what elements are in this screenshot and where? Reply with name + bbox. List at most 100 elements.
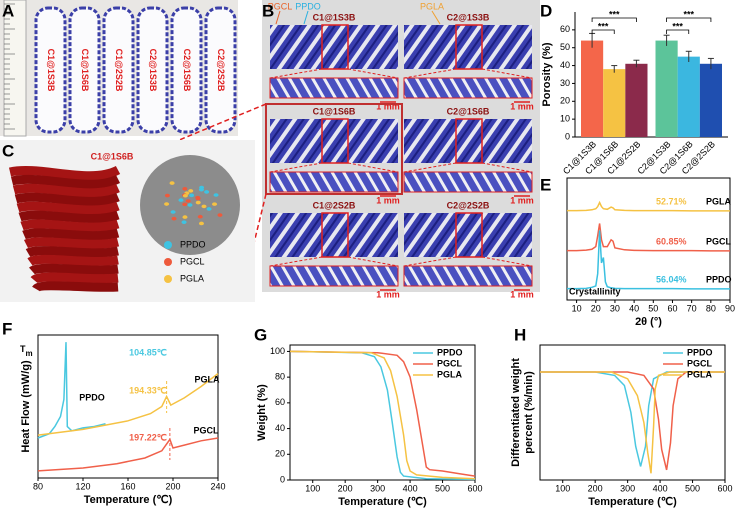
x-axis-label: Temperature (℃) — [588, 496, 677, 508]
decoration — [185, 199, 191, 203]
scale-bar: 1 mm — [376, 289, 400, 299]
bar — [581, 40, 604, 138]
legend-label: PGCL — [437, 358, 463, 368]
tm-subscript: m — [26, 349, 33, 358]
decoration — [182, 193, 188, 198]
y-axis-label: percent (%/min) — [523, 371, 535, 454]
legend-label: PPDO — [295, 1, 321, 11]
model-title: C1@1S6B — [91, 151, 134, 161]
x-tick-label: 200 — [165, 481, 180, 491]
legend-label: PGLA — [420, 1, 444, 11]
panel-label: F — [2, 319, 12, 338]
decoration — [347, 68, 399, 79]
decoration — [217, 213, 223, 217]
decoration — [170, 210, 176, 214]
decoration — [403, 171, 533, 193]
decoration — [159, 103, 267, 149]
x-tick-label: 500 — [435, 483, 450, 493]
panel-label: B — [262, 1, 274, 20]
decoration — [206, 207, 212, 211]
y-tick-label: 100 — [270, 346, 285, 356]
panel-label: A — [2, 1, 14, 20]
decoration — [164, 202, 170, 206]
panel-label: G — [254, 325, 267, 344]
y-tick-label: 60 — [275, 397, 285, 407]
x-tick-label: 160 — [120, 481, 135, 491]
decoration — [32, 281, 119, 293]
decoration — [270, 119, 398, 163]
decoration — [187, 203, 193, 207]
decoration — [666, 17, 712, 22]
x-tick-label: 500 — [685, 483, 700, 493]
sample-label: C2@1S6B — [182, 49, 192, 92]
x-tick-label: 600 — [717, 483, 732, 493]
y-tick-label: 50 — [560, 42, 570, 52]
decoration — [275, 10, 281, 25]
y-tick-label: 0 — [280, 474, 285, 484]
decoration — [27, 254, 119, 267]
decoration — [212, 202, 218, 206]
decoration — [403, 256, 457, 267]
line-series — [567, 230, 730, 290]
panel-label: E — [540, 175, 551, 194]
line-series — [289, 350, 476, 480]
sample-label: C2@2S2B — [447, 200, 490, 210]
significance: *** — [598, 21, 609, 31]
line-series — [540, 371, 725, 467]
decoration — [269, 256, 323, 267]
y-axis-label: Heat Flow (mW/g) — [20, 360, 32, 453]
series-label: PGLA — [194, 374, 220, 384]
line-series — [289, 350, 476, 477]
decoration — [171, 216, 177, 221]
decoration — [403, 162, 457, 173]
decoration — [403, 265, 533, 287]
decoration — [8, 165, 121, 181]
series-label: PPDO — [706, 274, 732, 284]
decoration — [403, 68, 457, 79]
decoration — [164, 241, 172, 249]
line-series — [567, 200, 730, 212]
sample-label: C1@1S6B — [313, 106, 356, 116]
x-axis-label: Temperature (℃) — [338, 496, 427, 508]
legend-label: PPDO — [180, 239, 206, 249]
x-tick-label: 300 — [620, 483, 635, 493]
decoration — [30, 272, 119, 284]
decoration — [270, 25, 398, 69]
decoration — [37, 334, 219, 479]
line-series — [37, 342, 106, 439]
decoration — [178, 198, 184, 202]
decoration — [591, 29, 615, 34]
significance: *** — [609, 9, 620, 19]
x-tick-label: 60 — [667, 303, 677, 313]
line-series — [540, 371, 725, 474]
y-tick-label: 40 — [560, 60, 570, 70]
decoration — [403, 77, 533, 99]
decoration — [347, 256, 399, 267]
decoration — [188, 189, 194, 193]
x-tick-label: 300 — [370, 483, 385, 493]
decoration — [431, 10, 441, 25]
y-tick-label: 20 — [275, 449, 285, 459]
decoration — [204, 6, 237, 134]
panel-label: H — [514, 325, 526, 344]
scale-bar: 1 mm — [376, 195, 400, 205]
x-tick-label: 200 — [338, 483, 353, 493]
decoration — [303, 10, 309, 25]
x-tick-label: 100 — [305, 483, 320, 493]
decoration — [265, 103, 403, 195]
decoration — [182, 202, 188, 207]
y-tick-label: 0 — [565, 131, 570, 141]
y-axis-label: Porosity (%) — [541, 42, 553, 107]
decoration — [68, 6, 101, 134]
decoration — [136, 6, 169, 134]
sample-label: C1@1S6B — [80, 49, 90, 92]
line-series — [37, 373, 219, 436]
decoration — [195, 200, 201, 205]
legend-label: PGCL — [180, 256, 205, 266]
crystallinity-label: 56.04% — [656, 274, 687, 284]
scale-bar: 1 mm — [510, 289, 534, 299]
decoration — [20, 219, 120, 232]
decoration — [164, 193, 170, 198]
decoration — [14, 192, 120, 206]
